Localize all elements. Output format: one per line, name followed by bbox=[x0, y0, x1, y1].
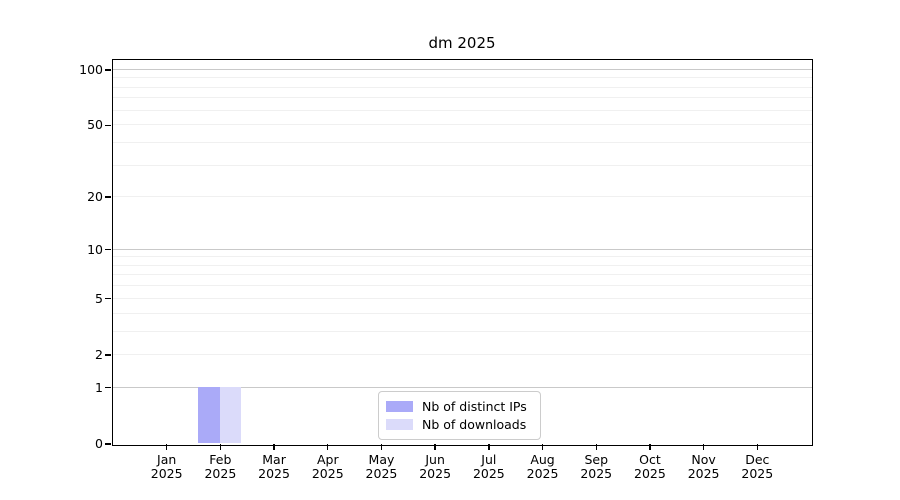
minor-gridline bbox=[112, 330, 812, 332]
minor-gridline bbox=[112, 285, 812, 287]
major-gridline bbox=[112, 68, 812, 70]
legend-entry: Nb of downloads bbox=[386, 416, 532, 433]
y-axis-tick-label: 100 bbox=[79, 61, 103, 77]
minor-gridline bbox=[112, 264, 812, 266]
bar-downloads bbox=[219, 387, 242, 444]
minor-gridline bbox=[112, 274, 812, 276]
y-axis-tick-label: 0 bbox=[95, 436, 103, 451]
minor-gridline bbox=[112, 196, 812, 198]
x-axis-tick-label: Jan 2025 bbox=[150, 452, 183, 481]
major-gridline bbox=[112, 248, 812, 250]
x-axis-tick bbox=[273, 444, 275, 450]
x-axis-tick-label: May 2025 bbox=[365, 452, 398, 481]
y-axis-tick-label: 50 bbox=[87, 117, 103, 133]
x-axis-tick bbox=[702, 444, 705, 450]
minor-gridline bbox=[112, 124, 812, 126]
x-axis-tick-label: Apr 2025 bbox=[311, 452, 344, 481]
y-axis-tick-label: 10 bbox=[87, 241, 103, 257]
legend-entry: Nb of distinct IPs bbox=[386, 398, 532, 415]
y-axis-tick bbox=[105, 443, 111, 445]
y-axis-tick-label: 1 bbox=[95, 379, 103, 395]
y-axis-tick bbox=[105, 124, 111, 126]
y-axis-tick bbox=[105, 69, 111, 71]
x-axis-tick bbox=[434, 444, 436, 450]
x-axis-tick-label: Jul 2025 bbox=[472, 452, 505, 481]
minor-gridline bbox=[112, 353, 812, 355]
y-axis-tick bbox=[105, 248, 111, 251]
minor-gridline bbox=[112, 77, 812, 79]
y-axis-tick-label: 5 bbox=[95, 290, 103, 306]
y-axis-tick-label: 2 bbox=[95, 346, 103, 362]
x-axis-tick-label: Aug 2025 bbox=[526, 452, 559, 481]
plot-inner bbox=[112, 60, 812, 445]
major-gridline bbox=[112, 386, 812, 388]
x-axis-tick bbox=[541, 444, 544, 450]
minor-gridline bbox=[112, 297, 812, 299]
minor-gridline bbox=[112, 312, 812, 314]
x-axis-tick-label: Feb 2025 bbox=[204, 452, 237, 481]
x-axis-tick bbox=[327, 444, 329, 450]
x-axis-tick bbox=[219, 444, 222, 450]
plot-area bbox=[111, 58, 813, 446]
x-axis-tick bbox=[488, 444, 490, 450]
minor-gridline bbox=[112, 97, 812, 99]
legend-label: Nb of downloads bbox=[422, 417, 527, 432]
minor-gridline bbox=[112, 164, 812, 166]
x-axis-tick bbox=[756, 444, 758, 450]
x-axis-tick-label: Nov 2025 bbox=[687, 452, 720, 481]
x-axis-tick-label: Mar 2025 bbox=[258, 452, 290, 481]
minor-gridline bbox=[112, 86, 812, 88]
y-axis-tick bbox=[105, 387, 111, 389]
y-axis-tick-label: 20 bbox=[87, 189, 103, 205]
y-axis-tick bbox=[105, 298, 111, 300]
x-axis-tick bbox=[165, 444, 168, 450]
minor-gridline bbox=[112, 141, 812, 143]
minor-gridline bbox=[112, 256, 812, 258]
bar-distinct-ips bbox=[198, 387, 220, 444]
minor-gridline bbox=[112, 109, 812, 111]
legend-label: Nb of distinct IPs bbox=[422, 399, 527, 414]
x-axis-tick-label: Sep 2025 bbox=[580, 452, 613, 481]
legend-swatch bbox=[386, 401, 413, 412]
x-axis-tick-label: Oct 2025 bbox=[634, 452, 666, 481]
y-axis-tick bbox=[105, 196, 111, 198]
legend-swatch bbox=[386, 419, 413, 430]
x-axis-tick-label: Jun 2025 bbox=[419, 452, 452, 481]
chart-title: dm 2025 bbox=[428, 34, 496, 52]
y-axis-tick bbox=[105, 354, 111, 356]
x-axis-tick bbox=[595, 444, 597, 450]
x-axis-tick-label: Dec 2025 bbox=[741, 452, 774, 481]
x-axis-tick bbox=[380, 444, 383, 450]
x-axis-tick bbox=[649, 444, 651, 450]
legend: Nb of distinct IPs Nb of downloads bbox=[378, 391, 541, 440]
